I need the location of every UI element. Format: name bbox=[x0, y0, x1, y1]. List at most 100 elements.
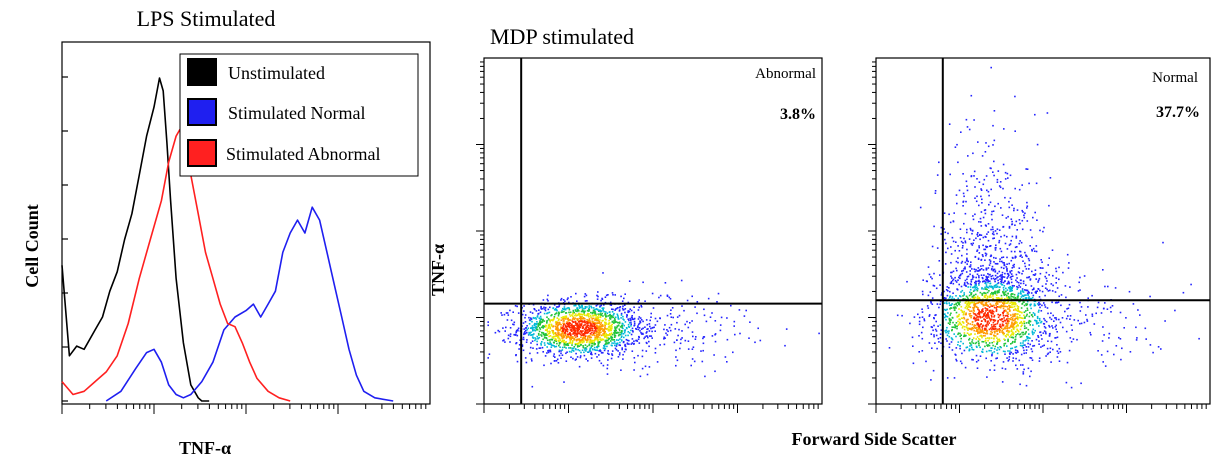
event-dot bbox=[1003, 317, 1005, 319]
event-dot bbox=[759, 339, 762, 342]
event-dot bbox=[945, 329, 948, 331]
event-dot bbox=[987, 344, 990, 346]
event-dot bbox=[987, 286, 990, 289]
event-dot bbox=[992, 321, 995, 324]
event-dot bbox=[587, 315, 590, 317]
event-dot bbox=[1017, 281, 1020, 284]
event-dot bbox=[994, 327, 997, 330]
event-dot bbox=[734, 333, 736, 336]
event-dot bbox=[563, 327, 565, 330]
event-dot bbox=[949, 307, 952, 309]
event-dot bbox=[975, 345, 978, 348]
event-dot bbox=[976, 195, 978, 198]
event-dot bbox=[1002, 163, 1005, 166]
event-dot bbox=[992, 228, 994, 231]
event-dot bbox=[733, 320, 736, 323]
event-dot bbox=[1031, 359, 1034, 361]
event-dot bbox=[563, 323, 565, 326]
event-dot bbox=[993, 330, 996, 333]
event-dot bbox=[583, 354, 586, 357]
event-dot bbox=[1011, 289, 1013, 292]
event-dot bbox=[1005, 217, 1008, 219]
event-dot bbox=[680, 279, 683, 282]
event-dot bbox=[582, 325, 584, 328]
event-dot bbox=[636, 326, 639, 328]
event-dot bbox=[1002, 324, 1004, 327]
event-dot bbox=[1006, 294, 1008, 297]
event-dot bbox=[1025, 327, 1028, 329]
event-dot bbox=[576, 333, 578, 336]
event-dot bbox=[530, 358, 533, 360]
event-dot bbox=[586, 313, 589, 316]
event-dot bbox=[1006, 283, 1008, 285]
event-dot bbox=[996, 276, 998, 279]
event-dot bbox=[1012, 334, 1015, 336]
event-dot bbox=[671, 307, 674, 309]
event-dot bbox=[1006, 328, 1009, 330]
event-dot bbox=[745, 309, 747, 312]
event-dot bbox=[1019, 333, 1022, 335]
event-dot bbox=[939, 300, 942, 303]
event-dot bbox=[1030, 292, 1033, 294]
event-dot bbox=[539, 311, 542, 314]
event-dot bbox=[984, 316, 987, 318]
event-dot bbox=[566, 307, 568, 310]
event-dot bbox=[969, 227, 972, 230]
event-dot bbox=[537, 332, 540, 335]
event-dot bbox=[569, 333, 571, 335]
event-dot bbox=[559, 323, 561, 326]
event-dot bbox=[1070, 386, 1073, 389]
event-dot bbox=[582, 333, 584, 336]
event-dot bbox=[1043, 317, 1045, 320]
event-dot bbox=[1013, 263, 1015, 266]
event-dot bbox=[583, 313, 585, 316]
event-dot bbox=[975, 268, 977, 271]
event-dot bbox=[1030, 348, 1033, 350]
event-dot bbox=[981, 301, 984, 303]
event-dot bbox=[545, 326, 547, 328]
event-dot bbox=[515, 354, 517, 357]
event-dot bbox=[992, 171, 994, 173]
event-dot bbox=[580, 316, 582, 318]
event-dot bbox=[648, 340, 650, 343]
event-dot bbox=[726, 361, 728, 363]
event-dot bbox=[955, 260, 958, 263]
event-dot bbox=[578, 349, 581, 352]
event-dot bbox=[599, 349, 601, 351]
event-dot bbox=[637, 338, 640, 340]
event-dot bbox=[606, 327, 609, 330]
event-dot bbox=[984, 252, 987, 255]
event-dot bbox=[528, 319, 531, 321]
event-dot bbox=[949, 321, 952, 324]
event-dot bbox=[584, 331, 586, 334]
event-dot bbox=[1028, 264, 1031, 266]
event-dot bbox=[1009, 350, 1011, 352]
event-dot bbox=[976, 367, 979, 369]
event-dot bbox=[572, 350, 575, 352]
event-dot bbox=[998, 241, 1000, 244]
event-dot bbox=[558, 321, 561, 324]
event-dot bbox=[557, 362, 560, 364]
event-dot bbox=[1015, 334, 1017, 336]
event-dot bbox=[994, 335, 997, 337]
event-dot bbox=[1031, 288, 1034, 291]
event-dot bbox=[547, 318, 550, 320]
event-dot bbox=[948, 343, 951, 345]
event-dot bbox=[548, 335, 550, 338]
event-dot bbox=[1102, 269, 1104, 271]
event-dot bbox=[977, 280, 979, 282]
event-dot bbox=[610, 337, 612, 339]
event-dot bbox=[973, 306, 975, 309]
event-dot bbox=[573, 346, 576, 348]
event-dot bbox=[1020, 290, 1022, 292]
event-dot bbox=[1005, 314, 1007, 317]
event-dot bbox=[579, 305, 581, 308]
event-dot bbox=[509, 327, 512, 329]
event-dot bbox=[1018, 316, 1021, 319]
event-dot bbox=[544, 306, 547, 309]
event-dot bbox=[613, 318, 616, 320]
event-dot bbox=[1045, 271, 1048, 274]
event-dot bbox=[1108, 337, 1110, 339]
event-dot bbox=[549, 319, 551, 322]
event-dot bbox=[977, 329, 979, 331]
